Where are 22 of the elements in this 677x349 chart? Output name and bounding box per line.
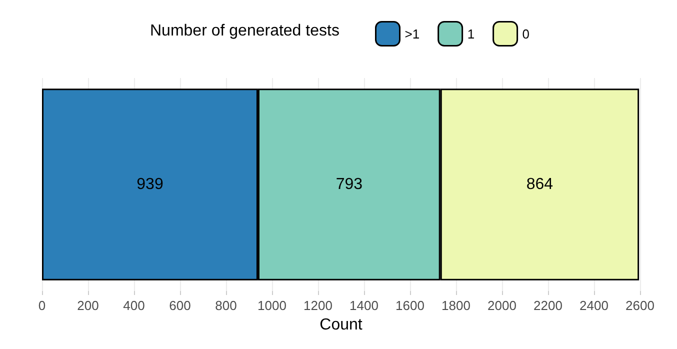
x-axis-title: Count [320,316,363,334]
x-tick-label: 800 [215,298,237,313]
x-tick-label: 2600 [626,298,654,313]
x-tick-label: 2200 [534,298,562,313]
x-tick-label: 1200 [304,298,332,313]
x-tick-label: 1600 [396,298,424,313]
x-tick-label: 400 [123,298,145,313]
x-tick-label: 2400 [580,298,608,313]
x-tick-label: 1400 [350,298,378,313]
legend-label: 0 [522,26,530,42]
x-tick-label: 1000 [258,298,286,313]
x-tick-label: 600 [169,298,191,313]
legend-label: >1 [404,26,420,42]
x-tick-label: 0 [38,298,46,313]
x-tick-label: 1800 [442,298,470,313]
data-label: 793 [336,176,363,193]
legend-label: 1 [467,26,475,42]
legend-title: Number of generated tests [150,22,340,40]
x-tick-label: 200 [77,298,99,313]
x-tick-label: 2000 [488,298,516,313]
data-label: 864 [526,176,554,193]
data-label: 939 [136,176,164,193]
